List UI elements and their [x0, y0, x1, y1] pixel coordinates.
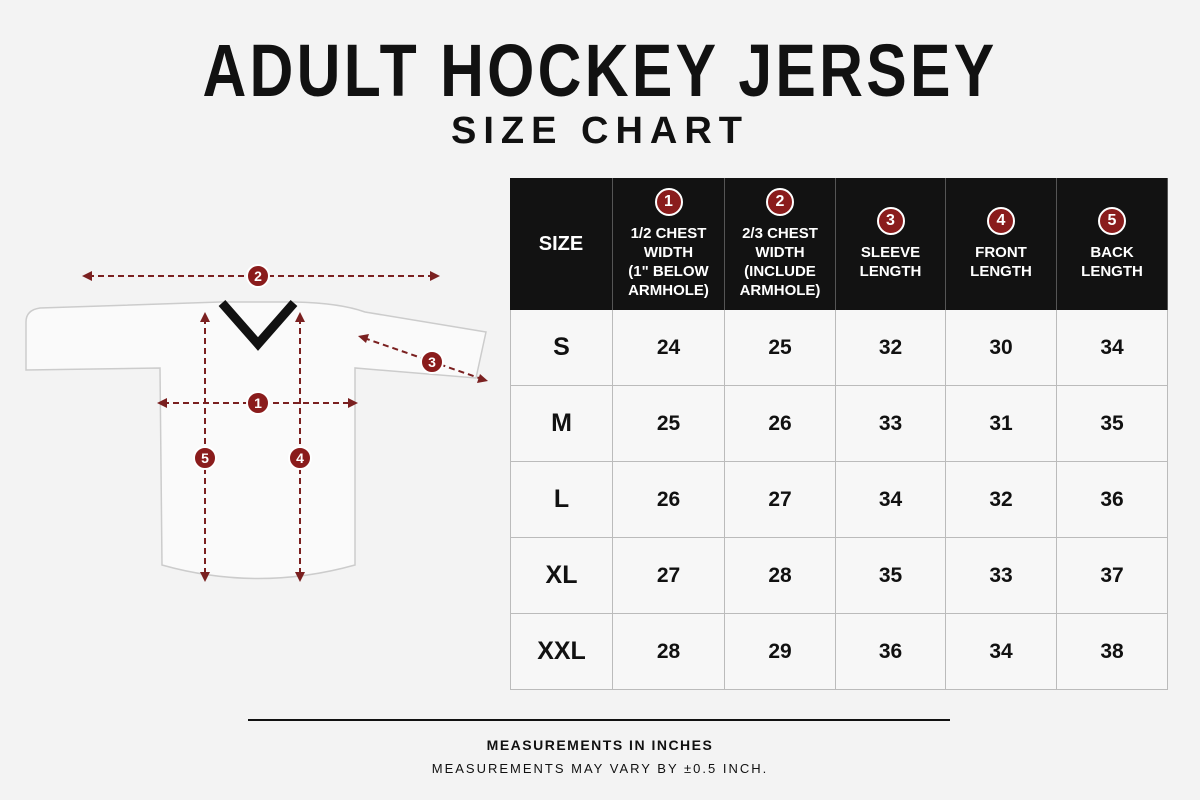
footer-note: MEASUREMENTS IN INCHES — [486, 737, 714, 753]
value-cell: 25 — [725, 310, 836, 386]
value-cell: 34 — [1057, 310, 1168, 386]
column-label: ARMHOLE) — [739, 282, 821, 299]
jersey-diagram: 2 1 3 5 4 — [25, 264, 488, 582]
size-cell: XXL — [510, 614, 613, 690]
header-cell: 3 SLEEVE LENGTH — [836, 178, 946, 310]
column-number: 3 — [876, 207, 905, 235]
marker-circle — [246, 391, 270, 415]
value-cell: 36 — [1057, 462, 1168, 538]
value-cell: 35 — [836, 538, 946, 614]
value-cell: 26 — [613, 462, 725, 538]
size-cell: S — [510, 310, 613, 386]
column-label: FRONT — [975, 244, 1027, 261]
value-cell: 33 — [836, 386, 946, 462]
column-label: (INCLUDE — [744, 263, 816, 280]
column-number: 1 — [654, 188, 683, 216]
value-cell: 35 — [1057, 386, 1168, 462]
header-cell: SIZE — [510, 178, 613, 310]
column-label: LENGTH — [970, 263, 1032, 280]
size-cell: M — [510, 386, 613, 462]
value-cell: 34 — [946, 614, 1057, 690]
marker-number: 1 — [254, 395, 262, 411]
column-label: SLEEVE — [860, 244, 921, 261]
column-label: 1/2 CHEST — [630, 225, 707, 242]
size-cell: XL — [510, 538, 613, 614]
size-table: SIZE 1 1/2 CHEST WIDTH (1" BELOW ARMHOLE) 2 2/3… — [510, 178, 1168, 690]
value-cell: 26 — [725, 386, 836, 462]
footer-disclaimer: MEASUREMENTS MAY VARY BY ±0.5 INCH. — [431, 761, 769, 776]
value-cell: 27 — [613, 538, 725, 614]
value-cell: 24 — [613, 310, 725, 386]
size-cell: L — [510, 462, 613, 538]
header-cell: 2 2/3 CHEST WIDTH (INCLUDE ARMHOLE) — [725, 178, 836, 310]
column-number: 5 — [1098, 207, 1126, 235]
value-cell: 37 — [1057, 538, 1168, 614]
subtitle: SIZE CHART — [451, 110, 749, 152]
value-cell: 29 — [725, 614, 836, 690]
divider — [248, 719, 950, 721]
value-cell: 32 — [946, 462, 1057, 538]
value-cell: 31 — [946, 386, 1057, 462]
value-cell: 34 — [836, 462, 946, 538]
column-label: LENGTH — [859, 263, 922, 280]
jersey-body — [25, 301, 487, 580]
marker-circle — [193, 446, 217, 470]
column-label: (1" BELOW — [628, 263, 709, 280]
column-label: WIDTH — [755, 244, 805, 261]
collar — [218, 300, 298, 351]
title: ADULT HOCKEY JERSEY — [202, 29, 998, 112]
header-cell: 5 BACK LENGTH — [1057, 178, 1168, 310]
value-cell: 38 — [1057, 614, 1168, 690]
arrow-heads — [82, 271, 488, 582]
marker-circle — [420, 350, 444, 374]
column-label: LENGTH — [1081, 263, 1143, 280]
column-number: 2 — [766, 188, 794, 216]
value-cell: 25 — [613, 386, 725, 462]
marker-number: 5 — [201, 450, 209, 466]
header-cell: 1 1/2 CHEST WIDTH (1" BELOW ARMHOLE) — [613, 178, 725, 310]
size-header: SIZE — [538, 232, 584, 255]
marker-number: 4 — [296, 450, 304, 466]
value-cell: 28 — [613, 614, 725, 690]
value-cell: 30 — [946, 310, 1057, 386]
column-label: BACK — [1090, 244, 1134, 261]
value-cell: 32 — [836, 310, 946, 386]
column-label: 2/3 CHEST — [742, 225, 818, 242]
column-label: WIDTH — [643, 244, 694, 261]
value-cell: 28 — [725, 538, 836, 614]
value-cell: 33 — [946, 538, 1057, 614]
marker-number: 3 — [428, 354, 436, 370]
marker-circle — [288, 446, 312, 470]
header-cell: 4 FRONT LENGTH — [946, 178, 1057, 310]
value-cell: 27 — [725, 462, 836, 538]
marker-circle — [246, 264, 270, 288]
marker-number: 2 — [254, 268, 262, 284]
column-label: ARMHOLE) — [628, 282, 709, 299]
value-cell: 36 — [836, 614, 946, 690]
column-number: 4 — [987, 207, 1015, 235]
